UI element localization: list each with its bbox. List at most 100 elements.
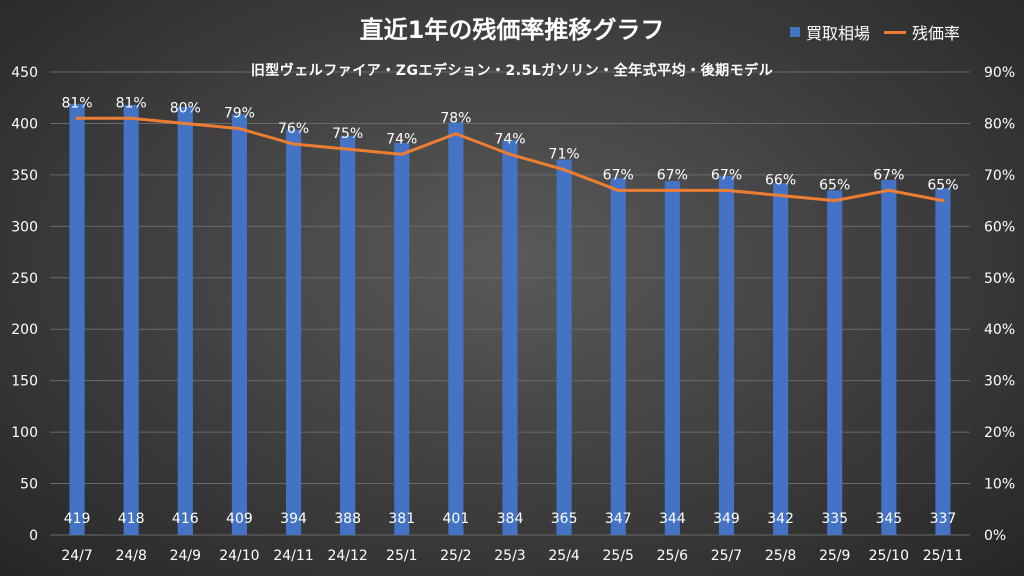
bar — [718, 175, 735, 535]
x-tick-label: 25/5 — [603, 548, 634, 564]
legend-item-line: 残価率 — [884, 20, 960, 44]
bar — [285, 129, 302, 535]
bar-value-label: 365 — [551, 511, 578, 527]
line-point — [75, 116, 79, 120]
bar — [340, 135, 356, 535]
bar-value-label: 381 — [388, 511, 415, 527]
line-point — [562, 168, 566, 172]
bar-value-label: 384 — [497, 511, 524, 527]
legend-swatch-bar — [790, 27, 800, 37]
y-left-tick-label: 200 — [11, 322, 38, 338]
bar — [773, 183, 789, 535]
line-value-label: 65% — [927, 178, 958, 194]
line-value-label: 78% — [440, 111, 471, 127]
x-tick-label: 24/12 — [327, 548, 367, 564]
chart-subtitle: 旧型ヴェルファイア・ZGエデション・2.5Lガソリン・全年式平均・後期モデル — [250, 63, 774, 79]
x-tick-label: 24/7 — [61, 548, 92, 564]
line-value-label: 71% — [549, 147, 580, 163]
line-value-label: 74% — [386, 131, 417, 147]
y-left-tick-label: 450 — [11, 65, 38, 81]
line-point — [237, 127, 241, 131]
bar-value-label: 342 — [767, 511, 794, 527]
line-point — [616, 188, 620, 192]
x-tick-label: 25/7 — [711, 548, 742, 564]
bar-value-label: 401 — [443, 511, 470, 527]
bar — [881, 180, 897, 536]
x-tick-label: 25/4 — [548, 548, 580, 564]
legend: 買取相場 残価率 — [790, 20, 974, 44]
x-tick-label: 24/8 — [115, 548, 146, 564]
bar — [502, 139, 518, 535]
bar-value-label: 349 — [713, 511, 740, 527]
line-value-label: 75% — [332, 126, 363, 142]
y-left-tick-label: 400 — [11, 116, 38, 132]
line-point — [779, 193, 783, 197]
x-tick-label: 24/11 — [273, 548, 313, 564]
bar-value-label: 335 — [821, 511, 848, 527]
x-tick-label: 25/2 — [440, 548, 471, 564]
x-tick-label: 25/3 — [494, 548, 525, 564]
x-tick-label: 25/10 — [869, 548, 909, 564]
y-right-tick-label: 40% — [984, 322, 1015, 338]
line-value-label: 67% — [873, 167, 904, 183]
line-point — [454, 132, 458, 136]
line-value-label: 76% — [278, 121, 309, 137]
x-tick-label: 25/8 — [765, 548, 796, 564]
bar-value-label: 416 — [172, 511, 199, 527]
y-right-tick-label: 20% — [984, 425, 1015, 441]
y-right-tick-label: 60% — [984, 219, 1015, 235]
line-value-label: 67% — [711, 167, 742, 183]
bar-value-label: 347 — [605, 511, 632, 527]
y-right-tick-label: 30% — [984, 374, 1015, 390]
bar-value-label: 345 — [875, 511, 902, 527]
bar-value-label: 388 — [334, 511, 361, 527]
y-right-tick-label: 0% — [984, 528, 1006, 544]
bar-value-label: 394 — [280, 511, 307, 527]
y-left-tick-label: 150 — [11, 374, 38, 390]
line-value-label: 81% — [61, 95, 92, 111]
bar — [69, 103, 85, 535]
legend-label-line: 残価率 — [912, 24, 961, 43]
y-right-tick-label: 70% — [984, 168, 1015, 184]
chart-title: 直近1年の残価率推移グラフ — [359, 16, 665, 44]
bar — [123, 104, 139, 536]
bar — [664, 181, 680, 535]
line-point — [292, 142, 296, 146]
x-tick-label: 24/9 — [170, 548, 201, 564]
bar — [177, 106, 193, 535]
legend-swatch-line — [884, 30, 907, 34]
line-point — [183, 121, 187, 125]
bar-value-label: 418 — [118, 511, 145, 527]
line-point — [346, 147, 350, 151]
y-right-tick-label: 80% — [984, 116, 1015, 132]
line-point — [508, 152, 512, 156]
line-point — [887, 188, 891, 192]
y-right-tick-label: 10% — [984, 477, 1015, 493]
y-left-tick-label: 250 — [11, 271, 38, 287]
legend-item-bar: 買取相場 — [790, 20, 870, 44]
x-tick-label: 25/1 — [386, 548, 417, 564]
bar-value-label: 419 — [64, 511, 91, 527]
y-right-tick-label: 50% — [984, 271, 1015, 287]
x-tick-label: 25/11 — [923, 548, 963, 564]
line-value-label: 67% — [603, 167, 634, 183]
line-point — [400, 152, 404, 156]
x-tick-label: 25/6 — [657, 548, 689, 564]
x-tick-label: 25/9 — [819, 548, 850, 564]
bar — [610, 177, 626, 535]
bar — [394, 142, 410, 535]
bar-value-label: 409 — [226, 511, 253, 527]
y-left-tick-label: 100 — [11, 425, 38, 441]
bar-value-label: 337 — [930, 511, 957, 527]
line-value-label: 74% — [494, 131, 525, 147]
line-point — [670, 188, 674, 192]
bar — [827, 190, 843, 536]
legend-label-bar: 買取相場 — [806, 24, 871, 43]
line-point — [724, 188, 728, 192]
y-left-tick-label: 300 — [11, 219, 38, 235]
bar — [556, 159, 572, 535]
y-right-tick-label: 90% — [984, 65, 1015, 81]
y-left-tick-label: 50 — [20, 477, 38, 493]
